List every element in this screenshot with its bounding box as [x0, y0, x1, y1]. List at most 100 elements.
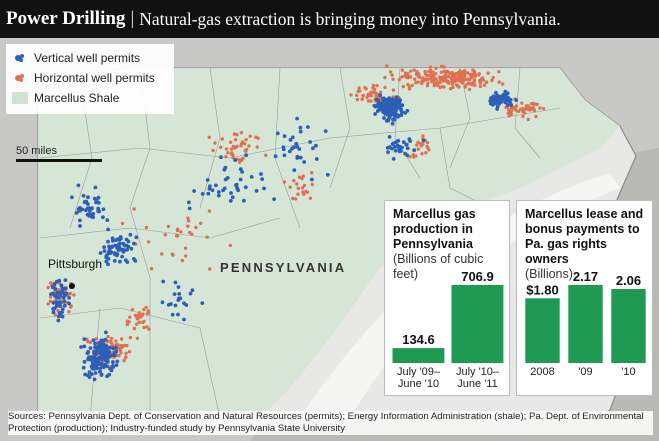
vertical-permit-dot: [506, 95, 511, 100]
vertical-permit-dot: [87, 375, 92, 379]
horizontal-permit-dot: [229, 140, 233, 144]
horizontal-permit-dot: [282, 180, 287, 184]
horizontal-permit-dot: [450, 79, 455, 84]
horizontal-permit-dot: [391, 88, 396, 92]
horizontal-permit-dot: [429, 71, 434, 76]
vertical-permit-dot: [76, 183, 81, 188]
vertical-permit-dot: [188, 291, 193, 296]
horizontal-permit-dot: [46, 302, 50, 306]
vertical-permit-dot: [63, 278, 68, 282]
vertical-permit-dot: [294, 141, 299, 146]
legend-shale: Marcellus Shale: [12, 88, 168, 108]
horizontal-permit-dot: [302, 192, 306, 196]
vertical-permit-dot: [93, 371, 98, 375]
vertical-permit-dot: [82, 359, 87, 364]
vertical-permit-dot: [91, 365, 96, 369]
vertical-permit-dot: [501, 92, 506, 97]
vertical-permit-dot: [234, 183, 238, 188]
horizontal-permit-dot: [127, 349, 132, 354]
horizontal-permit-dot: [128, 335, 133, 340]
horizontal-permit-dot: [524, 104, 529, 108]
horizontal-permit-dot: [125, 343, 129, 348]
horizontal-permit-dot: [509, 109, 513, 114]
payments-chart-plot: $1.80 2008 2.17 '09 2.06 '10: [525, 269, 646, 378]
vertical-permit-dot: [173, 303, 178, 308]
vertical-permit-dot: [292, 168, 297, 173]
horizontal-permit-dot: [472, 71, 477, 75]
vertical-permit-dot: [81, 365, 86, 370]
vertical-permit-dot: [83, 199, 87, 204]
page-subtitle: Natural-gas extraction is bringing money…: [139, 8, 561, 29]
vertical-permit-dot: [161, 279, 166, 284]
horizontal-dot-icon: [15, 74, 24, 82]
horizontal-permit-dot: [434, 66, 438, 70]
bar-value-label-2: 2.06: [616, 273, 641, 288]
vertical-permit-dot: [106, 227, 110, 232]
horizontal-permit-dot: [248, 134, 252, 138]
vertical-permit-dot: [178, 296, 183, 301]
pittsburgh-label: Pittsburgh: [48, 257, 102, 271]
vertical-permit-dot: [104, 344, 109, 348]
horizontal-permit-dot: [374, 94, 378, 98]
vertical-permit-dot: [508, 102, 513, 107]
vertical-permit-dot: [104, 259, 109, 264]
vertical-permit-dot: [105, 359, 110, 364]
horizontal-permit-dot: [383, 75, 387, 80]
horizontal-permit-dot: [300, 186, 305, 190]
vertical-permit-dot: [323, 129, 328, 133]
horizontal-permit-dot: [124, 351, 128, 355]
vertical-permit-dot: [62, 299, 67, 304]
vertical-permit-dot: [110, 245, 114, 250]
county-line-7: [514, 67, 541, 159]
vertical-dot-icon: [15, 54, 24, 62]
vertical-permit-dot: [102, 249, 107, 253]
bar-value-label-1: 706.9: [461, 269, 494, 284]
horizontal-permit-dot: [149, 266, 154, 271]
vertical-permit-dot: [290, 135, 295, 140]
horizontal-permit-dot: [464, 83, 468, 87]
vertical-permit-dot: [106, 256, 111, 261]
vertical-permit-dot: [222, 186, 227, 191]
vertical-permit-dot: [106, 250, 111, 255]
vertical-permit-dot: [385, 106, 389, 111]
horizontal-permit-dot: [122, 358, 126, 363]
horizontal-permit-dot: [301, 174, 305, 178]
vertical-permit-dot: [240, 170, 245, 174]
vertical-permit-dot: [405, 108, 410, 113]
vertical-permit-dot: [210, 188, 215, 193]
vertical-permit-dot: [394, 108, 398, 113]
vertical-permit-dot: [92, 377, 97, 382]
horizontal-permit-dot: [264, 153, 268, 157]
vertical-permit-dot: [254, 189, 259, 193]
vertical-permit-dot: [295, 144, 300, 149]
vertical-permit-dot: [238, 167, 243, 172]
horizontal-permit-dot: [514, 104, 519, 108]
horizontal-permit-dot: [486, 71, 490, 75]
vertical-permit-dot: [394, 140, 398, 145]
vertical-permit-dot: [57, 278, 62, 283]
vertical-permit-dot: [109, 368, 114, 373]
vertical-permit-dot: [325, 172, 330, 177]
vertical-permit-dot: [102, 245, 106, 250]
vertical-permit-dot: [200, 301, 205, 305]
vertical-permit-dot: [184, 303, 189, 307]
horizontal-permit-dot: [145, 312, 150, 316]
vertical-permit-dot: [93, 185, 98, 190]
vertical-permit-dot: [115, 359, 120, 364]
horizontal-permit-dot: [441, 77, 445, 81]
vertical-permit-dot: [262, 186, 266, 191]
horizontal-permit-dot: [408, 155, 412, 159]
title-separator: |: [130, 8, 135, 29]
horizontal-permit-dot: [462, 78, 466, 82]
horizontal-permit-dot: [358, 89, 362, 93]
production-chart-title: Marcellus gas production in Pennsylvania…: [393, 207, 507, 282]
horizontal-permit-dot: [429, 76, 434, 80]
horizontal-permit-dot: [106, 334, 110, 339]
vertical-permit-dot: [113, 243, 118, 248]
vertical-permit-dot: [166, 303, 171, 307]
vertical-permit-dot: [400, 103, 405, 108]
horizontal-permit-dot: [375, 83, 379, 88]
horizontal-permit-dot: [439, 64, 444, 69]
vertical-permit-dot: [214, 183, 218, 188]
vertical-permit-dot: [99, 346, 104, 351]
